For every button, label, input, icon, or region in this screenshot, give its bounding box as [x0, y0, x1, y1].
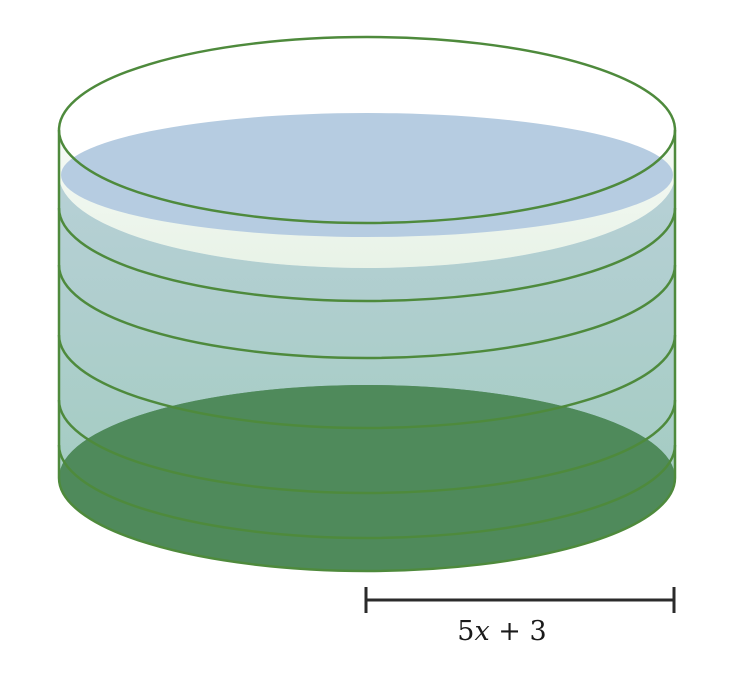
layer-lines	[57, 129, 677, 573]
layer-line-6	[57, 444, 677, 540]
base-shade	[59, 385, 675, 571]
layer-line-2	[57, 207, 677, 303]
layer-line-3	[57, 264, 677, 360]
radius-dimension	[364, 587, 676, 613]
layer-line-5	[57, 399, 677, 495]
radius-coefficient: 5	[457, 616, 474, 647]
base-front-edge	[57, 477, 677, 573]
top-rim-back	[57, 35, 677, 131]
cylinder-upper-wall	[59, 130, 675, 268]
layer-line-4	[57, 334, 677, 430]
radius-constant: + 3	[490, 616, 547, 647]
layer-line-1	[57, 129, 677, 225]
radius-label: 5x + 3	[457, 616, 546, 647]
radius-variable: x	[474, 616, 489, 647]
water-surface	[61, 113, 673, 237]
